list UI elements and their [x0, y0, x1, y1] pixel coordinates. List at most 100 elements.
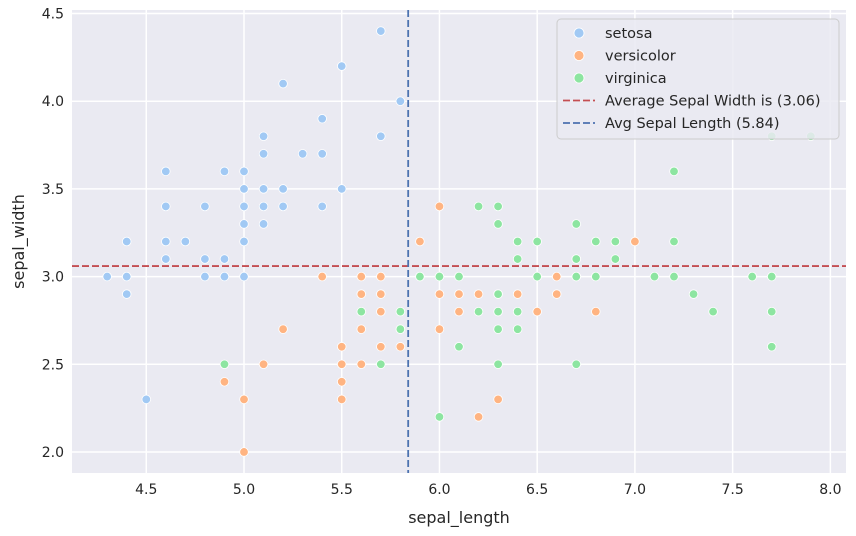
legend-marker-setosa [573, 27, 585, 39]
point-virginica [708, 306, 718, 317]
point-virginica [454, 271, 464, 282]
point-virginica [356, 306, 366, 317]
point-setosa [258, 201, 269, 212]
y-axis-label: sepal_width [9, 194, 29, 289]
point-virginica [649, 271, 660, 282]
point-virginica [512, 254, 523, 264]
x-tick-labels: 4.5 5.0 5.5 6.0 6.5 7.0 7.5 8.0 [135, 482, 841, 498]
point-virginica [493, 306, 503, 317]
point-versicolor [239, 394, 249, 405]
point-setosa [219, 254, 230, 264]
point-versicolor [258, 359, 269, 369]
point-setosa [376, 26, 386, 36]
point-versicolor [376, 342, 386, 352]
point-versicolor [376, 306, 386, 317]
point-versicolor [337, 342, 347, 352]
x-tick-label: 6.5 [526, 482, 548, 498]
point-virginica [493, 219, 503, 229]
point-virginica [493, 289, 503, 299]
point-versicolor [337, 359, 347, 369]
legend-label: virginica [605, 71, 667, 87]
x-tick-label: 4.5 [135, 482, 157, 498]
point-versicolor [356, 289, 366, 299]
point-setosa [239, 271, 249, 282]
x-axis-label: sepal_length [408, 508, 510, 528]
point-setosa [337, 61, 347, 71]
point-versicolor [454, 289, 464, 299]
point-setosa [258, 149, 269, 159]
point-versicolor [512, 289, 523, 299]
point-virginica [688, 289, 699, 299]
point-versicolor [473, 412, 484, 422]
point-versicolor [415, 236, 425, 247]
point-versicolor [376, 289, 386, 299]
point-versicolor [317, 271, 327, 282]
legend-marker-virginica [573, 72, 585, 84]
legend-label: Average Sepal Width is (3.06) [605, 94, 821, 110]
point-virginica [395, 306, 406, 317]
y-tick-label: 4.0 [42, 94, 64, 110]
point-virginica [512, 306, 523, 317]
x-tick-label: 5.0 [233, 482, 255, 498]
point-versicolor [454, 306, 464, 317]
point-virginica [219, 359, 230, 369]
point-virginica [571, 271, 581, 282]
point-virginica [591, 236, 601, 247]
point-versicolor [356, 359, 366, 369]
x-tick-label: 6.0 [428, 482, 450, 498]
point-virginica [493, 201, 503, 212]
y-tick-label: 2.0 [42, 445, 64, 461]
point-versicolor [395, 342, 406, 352]
point-setosa [239, 219, 249, 229]
point-virginica [571, 254, 581, 264]
point-virginica [473, 201, 484, 212]
point-setosa [161, 166, 171, 177]
point-virginica [376, 359, 386, 369]
legend: setosa versicolor virginica Average Sepal W… [556, 18, 840, 140]
y-tick-label: 4.5 [42, 7, 64, 23]
point-virginica [669, 166, 679, 177]
point-setosa [200, 201, 210, 212]
point-setosa [161, 254, 171, 264]
point-virginica [493, 359, 503, 369]
point-virginica [767, 342, 777, 352]
point-setosa [161, 236, 171, 247]
point-virginica [532, 271, 542, 282]
point-setosa [258, 184, 269, 194]
point-versicolor [434, 201, 445, 212]
point-versicolor [376, 271, 386, 282]
y-tick-label: 3.0 [42, 270, 64, 286]
point-virginica [434, 412, 445, 422]
point-setosa [337, 184, 347, 194]
point-versicolor [434, 289, 445, 299]
point-virginica [532, 236, 542, 247]
y-tick-label: 2.5 [42, 357, 64, 373]
point-setosa [395, 96, 406, 106]
point-setosa [161, 201, 171, 212]
point-virginica [669, 271, 679, 282]
point-setosa [219, 166, 230, 177]
point-versicolor [356, 271, 366, 282]
x-tick-label: 7.5 [722, 482, 744, 498]
point-setosa [278, 184, 288, 194]
point-virginica [415, 271, 425, 282]
point-setosa [102, 271, 112, 282]
point-setosa [258, 219, 269, 229]
legend-label: setosa [605, 26, 652, 42]
point-versicolor [473, 289, 484, 299]
point-virginica [610, 236, 621, 247]
point-setosa [239, 184, 249, 194]
point-setosa [239, 236, 249, 247]
point-virginica [767, 306, 777, 317]
point-versicolor [219, 377, 230, 387]
point-setosa [317, 149, 327, 159]
point-virginica [571, 359, 581, 369]
point-virginica [747, 271, 757, 282]
point-setosa [122, 289, 132, 299]
x-tick-label: 8.0 [819, 482, 841, 498]
point-setosa [278, 78, 288, 89]
point-versicolor [434, 324, 445, 334]
point-versicolor [337, 394, 347, 405]
point-setosa [258, 131, 269, 141]
point-setosa [376, 131, 386, 141]
